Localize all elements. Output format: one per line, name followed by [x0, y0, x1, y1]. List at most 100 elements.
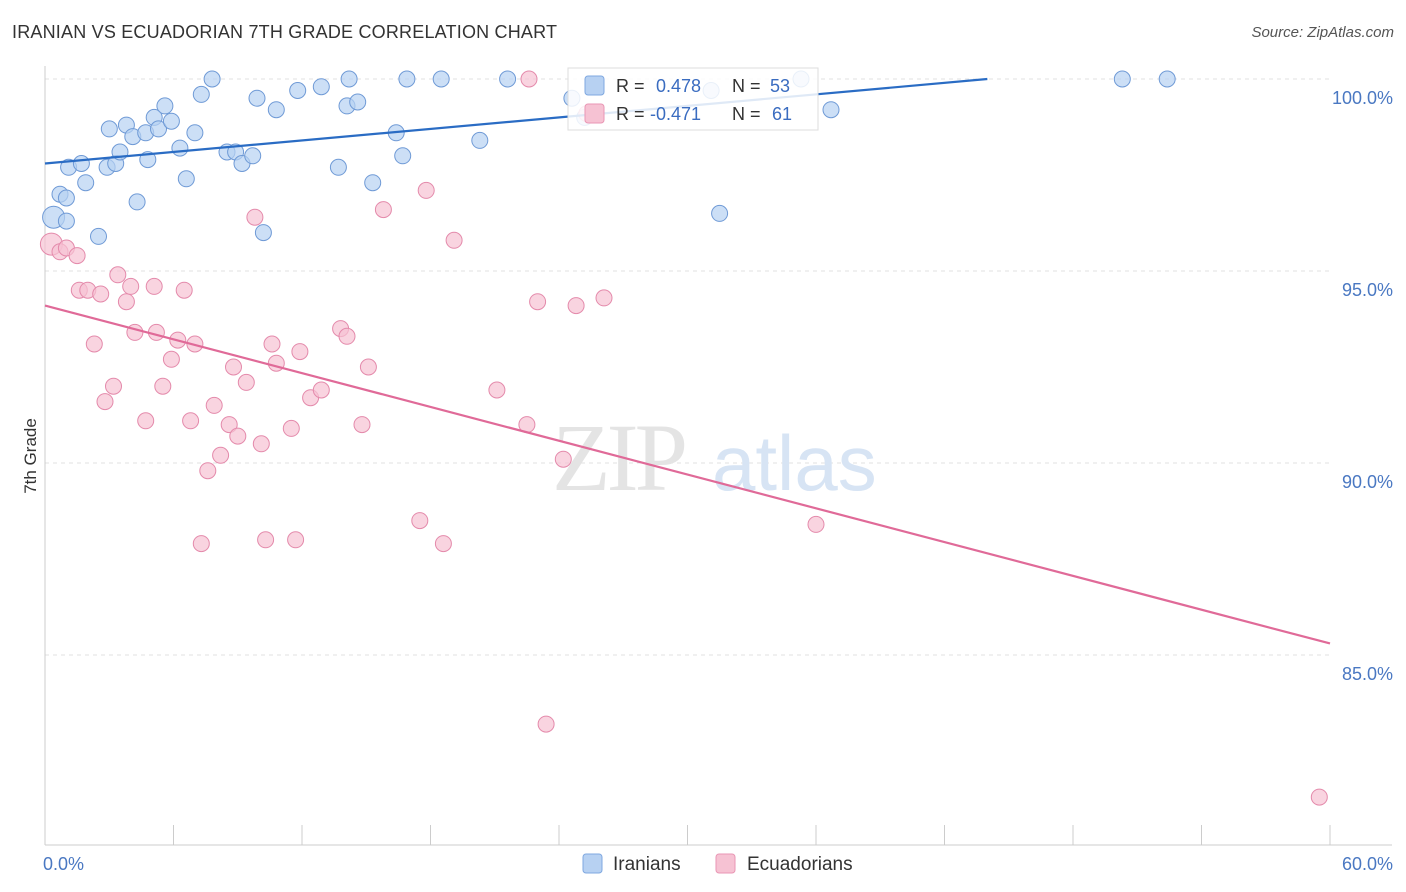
ecuadorian-point: [252, 435, 270, 453]
iranian-point: [100, 120, 118, 138]
ecuadorian-point: [520, 70, 538, 88]
ecuadorian-point: [220, 416, 238, 434]
legend-r-value-ecuadorians: -0.471: [650, 104, 701, 124]
ecuadorian-point: [109, 266, 127, 284]
iranian-point: [77, 174, 95, 192]
bottom-legend-label-iranians: Iranians: [613, 854, 681, 875]
legend-r-label-iranians: R =: [616, 76, 645, 96]
ecuadorian-point: [192, 535, 210, 553]
ecuadorian-point: [137, 412, 155, 430]
bottom-legend-swatch-iranians: [582, 853, 603, 874]
ecuadorian-trend-line: [44, 304, 1331, 645]
iranian-point: [203, 70, 221, 88]
iranian-point: [90, 227, 107, 245]
ecuadorian-point: [595, 289, 613, 307]
ecuadorian-point: [85, 335, 103, 353]
legend-r-label-ecuadorians: R =: [616, 104, 645, 124]
legend-n-value-iranians: 53: [770, 76, 790, 96]
trend-layer: [44, 77, 1331, 645]
iranian-point: [57, 189, 75, 207]
ecuadorian-point: [434, 535, 452, 553]
ecuadorian-point: [417, 181, 435, 199]
legend-n-label-ecuadorians: N =: [732, 104, 761, 124]
iranian-point: [329, 158, 347, 176]
iranian-point: [364, 174, 382, 192]
iranian-point: [150, 120, 167, 138]
iranian-point: [57, 212, 75, 230]
iranian-point: [349, 93, 367, 111]
ecuadorian-point: [287, 531, 305, 549]
ecuadorian-point: [105, 377, 122, 395]
ecuadorian-point: [554, 450, 572, 468]
ecuadorian-point: [1310, 788, 1328, 806]
ecuadorian-point: [175, 281, 193, 299]
y-tick-label-0: 100.0%: [1332, 88, 1393, 108]
ecuadorian-point: [411, 512, 429, 530]
ecuadorian-point: [488, 381, 506, 399]
x-tick-label-1: 60.0%: [1342, 854, 1393, 874]
bottom-legend-swatch-ecuadorians: [715, 853, 736, 874]
legend-n-value-ecuadorians: 61: [772, 104, 792, 124]
legend-top: R = 0.478 N = 53 R = -0.471 N = 61: [567, 67, 819, 131]
iranian-point: [1113, 70, 1131, 88]
iranian-point: [822, 101, 840, 119]
iranian-point: [312, 78, 330, 96]
chart-title: IRANIAN VS ECUADORIAN 7TH GRADE CORRELAT…: [12, 22, 558, 42]
ecuadorian-point: [537, 715, 555, 733]
watermark: ZIP atlas: [552, 404, 877, 511]
ecuadorian-point: [154, 377, 172, 395]
watermark-atlas: atlas: [712, 419, 877, 507]
iranian-point: [432, 70, 450, 88]
ecuadorian-point: [291, 343, 309, 361]
ecuadorian-point: [359, 358, 377, 376]
ecuadorian-point: [229, 427, 247, 445]
iranian-trend-line: [44, 77, 988, 165]
iranian-point: [72, 155, 90, 172]
iranian-point: [1158, 70, 1176, 88]
y-tick-label-2: 90.0%: [1342, 472, 1393, 492]
ecuadorian-point: [237, 373, 255, 391]
ecuadorian-point: [445, 231, 463, 249]
legend-r-value-iranians: 0.478: [656, 76, 701, 96]
ecuadorian-point: [205, 396, 223, 414]
bottom-legend-label-ecuadorians: Ecuadorians: [747, 854, 853, 875]
ecuadorian-point: [338, 327, 356, 345]
iranian-point: [156, 97, 174, 115]
iranian-point: [340, 70, 358, 88]
watermark-zip: ZIP: [552, 404, 685, 511]
ecuadorian-point: [246, 208, 264, 226]
ecuadorian-point: [374, 201, 392, 219]
ecuadorian-point: [529, 293, 547, 311]
legend-top-frame: [567, 67, 819, 131]
iranian-point: [177, 170, 195, 188]
legend-swatch-iranians: [584, 75, 605, 96]
ecuadorian-point: [225, 358, 242, 376]
iranian-point: [398, 70, 416, 88]
legend-bottom: Iranians Ecuadorians: [582, 853, 853, 875]
ecuadorian-point: [263, 335, 281, 353]
ecuadorian-point: [122, 277, 140, 295]
y-axis-label: 7th Grade: [21, 418, 40, 494]
axis-layer: 100.0% 95.0% 90.0% 85.0% 0.0% 60.0%: [43, 66, 1393, 874]
ecuadorian-point: [145, 277, 163, 295]
ecuadorian-point: [117, 293, 135, 311]
ecuadorian-point: [68, 247, 86, 265]
iranian-point: [186, 124, 204, 142]
ecuadorian-point: [282, 419, 300, 437]
ecuadorian-point: [257, 531, 275, 549]
y-tick-label-1: 95.0%: [1342, 280, 1393, 300]
iranian-point: [128, 193, 146, 211]
ecuadorian-point: [96, 393, 114, 411]
legend-swatch-ecuadorians: [584, 103, 605, 124]
x-tick-label-0: 0.0%: [43, 854, 84, 874]
iranian-point: [248, 89, 266, 107]
ecuadorian-point: [162, 350, 180, 368]
ecuadorian-point: [353, 416, 371, 434]
ecuadorian-point: [807, 515, 825, 533]
iranian-point: [171, 139, 189, 157]
iranian-point: [499, 70, 517, 88]
ecuadorian-point: [199, 462, 217, 480]
ecuadorian-point: [182, 412, 200, 430]
iranian-point: [254, 224, 272, 242]
